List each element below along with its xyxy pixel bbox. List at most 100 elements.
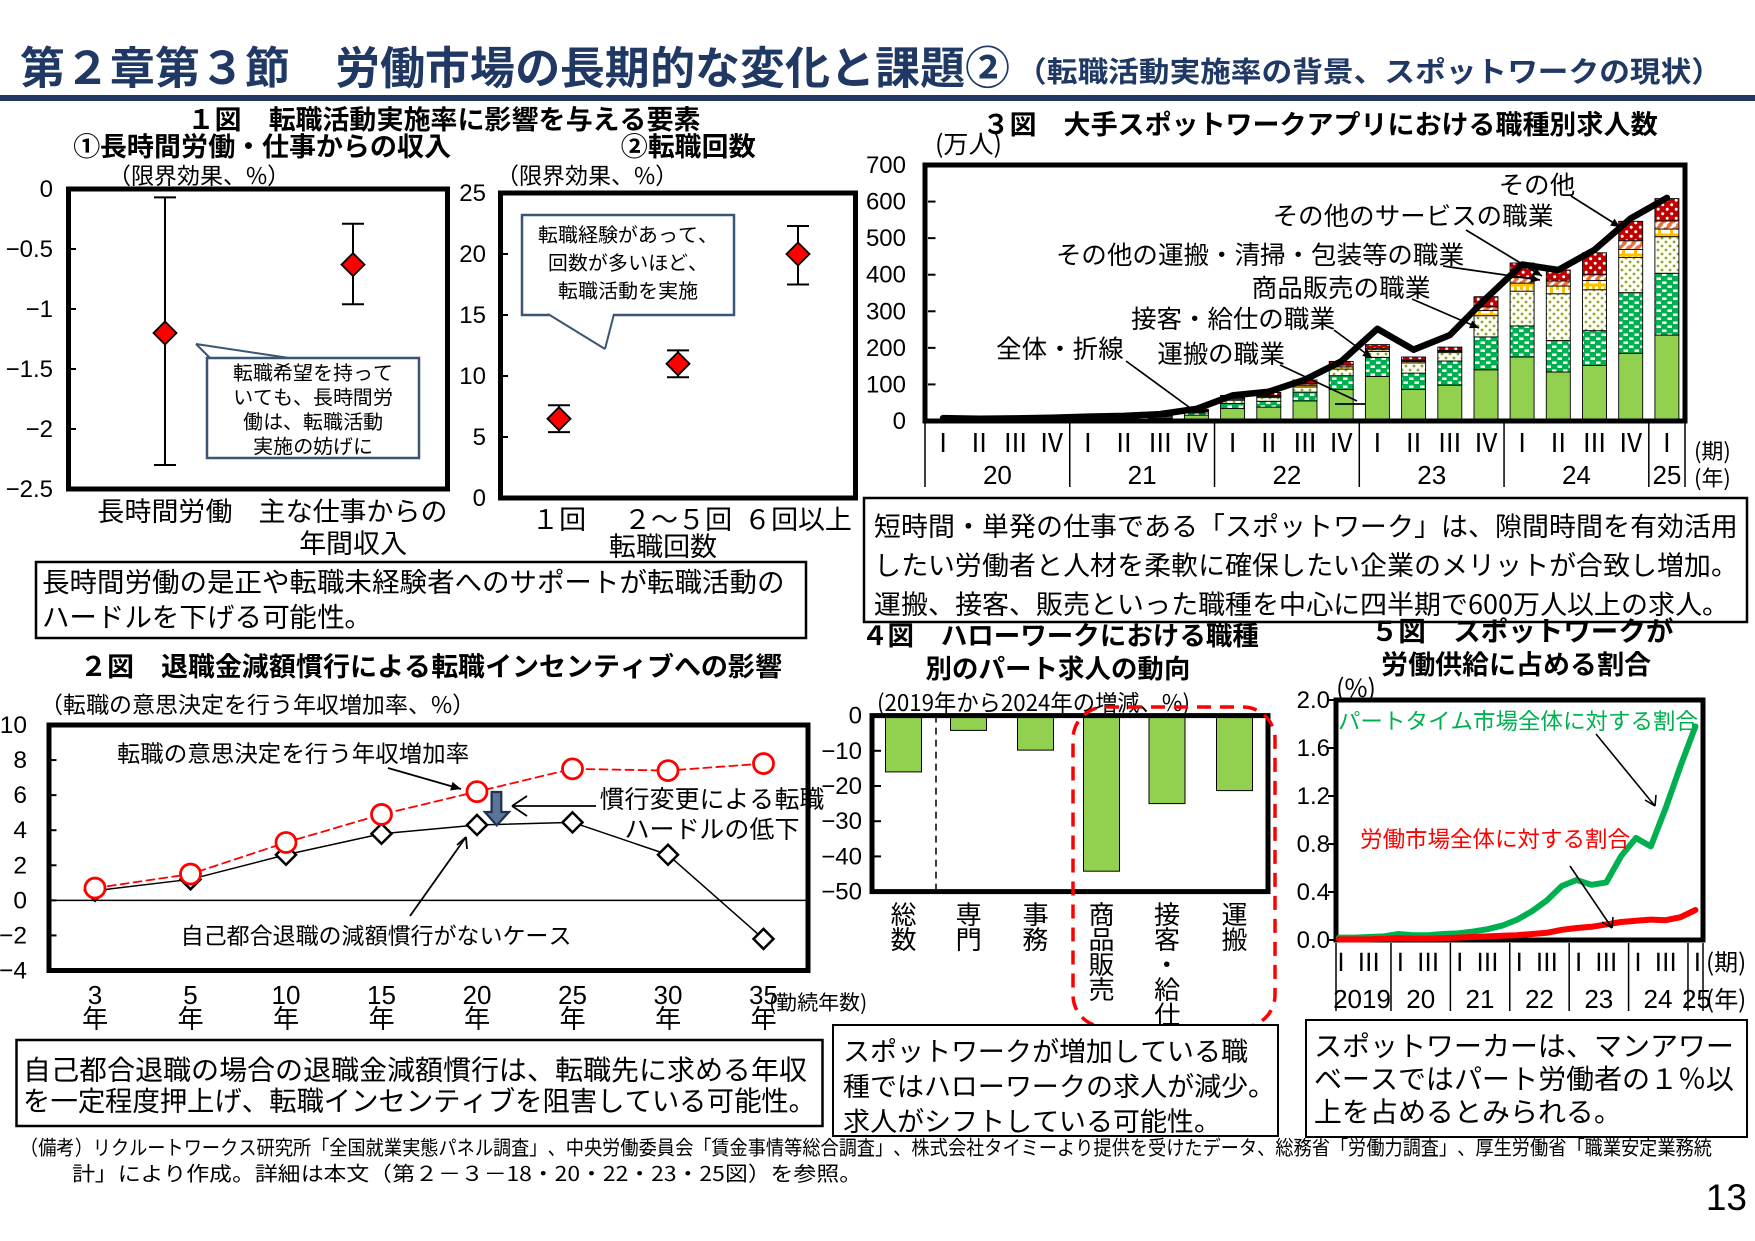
svg-text:その他: その他 (1499, 165, 1576, 202)
svg-text:0: 0 (849, 703, 862, 730)
svg-text:を一定程度押上げ、転職インセンティブを阻害している可能性。: を一定程度押上げ、転職インセンティブを阻害している可能性。 (23, 1080, 816, 1120)
svg-text:5: 5 (183, 980, 197, 1010)
svg-text:Ⅲ: Ⅲ (1147, 423, 1173, 460)
svg-text:運搬、接客、販売といった職種を中心に四半期で600万人以上の: 運搬、接客、販売といった職種を中心に四半期で600万人以上の求人。 (874, 583, 1729, 622)
svg-text:ベースではパート労働者の１％以: ベースではパート労働者の１％以 (1314, 1058, 1734, 1098)
svg-text:Ⅰ: Ⅰ (1685, 943, 1710, 979)
svg-text:年: 年 (464, 999, 490, 1036)
svg-text:20: 20 (463, 980, 492, 1010)
svg-text:働は、転職活動: 働は、転職活動 (243, 406, 383, 435)
svg-text:運: 運 (1221, 895, 1247, 932)
svg-text:転職の意思決定を行う年収増加率: 転職の意思決定を行う年収増加率 (117, 735, 470, 769)
svg-text:全体・折線: 全体・折線 (996, 329, 1124, 366)
svg-text:３図 大手スポットワークアプリにおける職種別求人数: ３図 大手スポットワークアプリにおける職種別求人数 (983, 103, 1658, 142)
svg-text:−4: −4 (0, 958, 27, 985)
svg-text:2.0: 2.0 (1297, 687, 1330, 714)
svg-text:400: 400 (866, 262, 906, 289)
svg-text:ハードルを下げる可能性。: ハードルを下げる可能性。 (42, 595, 372, 635)
svg-text:６回以上: ６回以上 (744, 498, 852, 537)
svg-text:販: 販 (1088, 945, 1114, 982)
svg-text:上を占めるとみられる。: 上を占めるとみられる。 (1314, 1091, 1622, 1131)
svg-text:20: 20 (983, 460, 1012, 490)
svg-text:スポットワークが増加している職: スポットワークが増加している職 (843, 1030, 1248, 1069)
svg-text:２図 退職金減額慣行による転職インセンティブへの影響: ２図 退職金減額慣行による転職インセンティブへの影響 (80, 645, 782, 684)
svg-text:Ⅲ: Ⅲ (1416, 943, 1441, 979)
svg-text:30: 30 (654, 980, 683, 1010)
svg-text:②転職回数: ②転職回数 (621, 125, 756, 164)
svg-text:0: 0 (13, 887, 27, 914)
svg-text:Ⅲ: Ⅲ (1356, 943, 1381, 979)
svg-text:Ⅲ: Ⅲ (1437, 423, 1463, 460)
svg-text:700: 700 (866, 152, 906, 179)
svg-text:１図 転職活動実施率に影響を与える要素: １図 転職活動実施率に影響を与える要素 (188, 98, 701, 137)
svg-text:Ⅰ: Ⅰ (1509, 423, 1535, 460)
svg-text:−1.5: −1.5 (6, 356, 53, 383)
svg-text:第２章第３節 労働市場の長期的な変化と課題②: 第２章第３節 労働市場の長期的な変化と課題② (20, 32, 1010, 97)
svg-text:スポットワーカーは、マンアワー: スポットワーカーは、マンアワー (1314, 1025, 1734, 1065)
svg-text:Ⅱ: Ⅱ (1545, 423, 1571, 460)
svg-text:300: 300 (866, 298, 906, 325)
svg-text:100: 100 (866, 371, 906, 398)
svg-text:21: 21 (1466, 984, 1495, 1014)
svg-text:3: 3 (88, 980, 102, 1010)
svg-text:10: 10 (0, 712, 27, 739)
svg-text:年: 年 (655, 999, 681, 1036)
svg-text:15: 15 (367, 980, 396, 1010)
svg-text:転職経験があって、: 転職経験があって、 (538, 219, 718, 248)
svg-text:事: 事 (1022, 895, 1048, 932)
svg-text:求人がシフトしている可能性。: 求人がシフトしている可能性。 (843, 1100, 1221, 1139)
svg-text:25: 25 (558, 980, 587, 1010)
svg-text:0: 0 (473, 485, 486, 512)
svg-text:転職活動を実施: 転職活動を実施 (558, 275, 698, 304)
svg-text:Ⅳ: Ⅳ (1618, 423, 1644, 460)
svg-text:Ⅰ: Ⅰ (1447, 943, 1472, 979)
svg-text:Ⅳ: Ⅳ (1328, 423, 1354, 460)
svg-text:Ⅰ: Ⅰ (1328, 943, 1353, 979)
svg-text:年: 年 (177, 999, 203, 1036)
svg-text:22: 22 (1272, 460, 1301, 490)
svg-text:搬: 搬 (1221, 920, 1247, 957)
svg-text:13: 13 (1706, 1177, 1747, 1218)
svg-text:Ⅰ: Ⅰ (1364, 423, 1390, 460)
svg-text:−50: −50 (821, 879, 862, 906)
svg-text:Ⅱ: Ⅱ (966, 423, 992, 460)
svg-text:いても、長時間労: いても、長時間労 (233, 382, 393, 411)
svg-text:1.6: 1.6 (1297, 735, 1330, 762)
svg-text:売: 売 (1088, 970, 1114, 1007)
svg-text:Ⅰ: Ⅰ (1625, 943, 1650, 979)
svg-text:20: 20 (1406, 984, 1435, 1014)
svg-text:Ⅲ: Ⅲ (1534, 943, 1559, 979)
svg-text:長時間労働: 長時間労働 (98, 490, 233, 529)
svg-text:Ⅲ: Ⅲ (1594, 943, 1619, 979)
svg-text:Ⅰ: Ⅰ (930, 423, 956, 460)
svg-text:パートタイム市場全体に対する割合: パートタイム市場全体に対する割合 (1338, 704, 1698, 736)
svg-text:−1: −1 (26, 296, 53, 323)
svg-text:23: 23 (1417, 460, 1446, 490)
svg-text:転職希望を持って: 転職希望を持って (233, 357, 393, 386)
svg-text:運搬の職業: 運搬の職業 (1157, 334, 1285, 371)
svg-text:したい労働者と人材を柔軟に確保したい企業のメリットが合致し増: したい労働者と人材を柔軟に確保したい企業のメリットが合致し増加。 (874, 544, 1738, 583)
svg-text:５図 スポットワークが: ５図 スポットワークが (1371, 609, 1674, 649)
svg-text:接客・給仕の職業: 接客・給仕の職業 (1131, 299, 1335, 336)
svg-text:Ⅲ: Ⅲ (1002, 423, 1028, 460)
svg-text:接: 接 (1154, 895, 1180, 932)
svg-text:Ⅰ: Ⅰ (1654, 423, 1680, 460)
svg-text:主な仕事からの: 主な仕事からの (259, 490, 448, 529)
svg-text:0: 0 (40, 176, 53, 203)
svg-text:200: 200 (866, 335, 906, 362)
svg-text:0: 0 (893, 408, 906, 435)
svg-text:0.4: 0.4 (1297, 879, 1330, 906)
svg-text:４図 ハローワークにおける職種: ４図 ハローワークにおける職種 (861, 614, 1259, 653)
svg-text:品: 品 (1088, 920, 1114, 957)
svg-text:25: 25 (459, 180, 486, 207)
svg-text:Ⅰ: Ⅰ (1388, 943, 1413, 979)
svg-text:その他の運搬・清掃・包装等の職業: その他の運搬・清掃・包装等の職業 (1056, 235, 1464, 272)
svg-text:4: 4 (13, 817, 27, 844)
svg-text:10: 10 (459, 363, 486, 390)
svg-text:慣行変更による転職: 慣行変更による転職 (599, 780, 824, 816)
svg-text:Ⅲ: Ⅲ (1292, 423, 1318, 460)
svg-text:ハードルの低下: ハードルの低下 (624, 810, 799, 846)
svg-text:Ⅱ: Ⅱ (1111, 423, 1137, 460)
svg-text:Ⅱ: Ⅱ (1401, 423, 1427, 460)
svg-text:年: 年 (82, 999, 108, 1036)
